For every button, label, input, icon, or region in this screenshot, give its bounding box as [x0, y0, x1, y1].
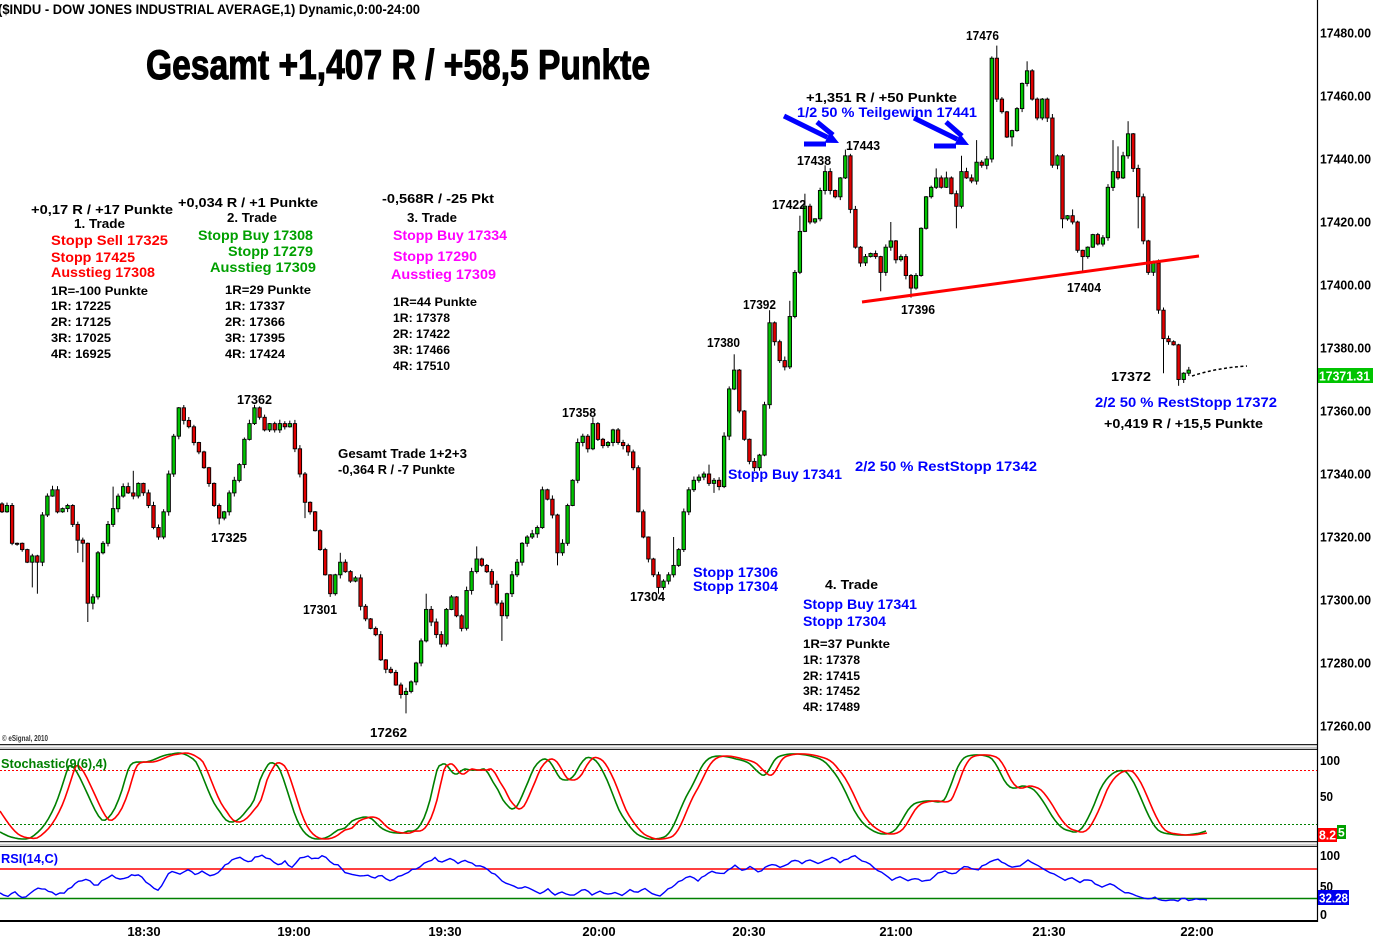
svg-text:Stopp 17304: Stopp 17304 [803, 614, 887, 629]
svg-text:2R: 17125: 2R: 17125 [51, 315, 111, 329]
svg-text:17372: 17372 [1111, 370, 1151, 384]
svg-text:1. Trade: 1. Trade [74, 217, 125, 231]
svg-text:Stopp Buy 17308: Stopp Buy 17308 [198, 228, 314, 243]
svg-text:17304: 17304 [630, 590, 665, 604]
svg-text:3R: 17466: 3R: 17466 [393, 343, 450, 357]
svg-text:17320.00: 17320.00 [1320, 531, 1371, 545]
svg-text:50: 50 [1320, 790, 1333, 804]
svg-text:1R: 17378: 1R: 17378 [803, 653, 860, 667]
svg-text:Stopp Buy 17341: Stopp Buy 17341 [803, 597, 918, 612]
svg-text:17404: 17404 [1067, 281, 1101, 295]
svg-text:1/2 50 % Teilgewinn 17441: 1/2 50 % Teilgewinn 17441 [797, 105, 978, 120]
svg-text:17380: 17380 [707, 336, 740, 350]
svg-text:17396: 17396 [901, 303, 935, 317]
svg-text:+1,351 R / +50 Punkte: +1,351 R / +50 Punkte [806, 90, 957, 105]
svg-text:3R: 17395: 3R: 17395 [225, 331, 285, 345]
svg-text:17325: 17325 [211, 531, 247, 545]
svg-text:($INDU - DOW JONES INDUSTRIAL: ($INDU - DOW JONES INDUSTRIAL AVERAGE,1)… [0, 2, 420, 17]
svg-text:Stopp Sell 17325: Stopp Sell 17325 [51, 233, 169, 248]
svg-text:17358: 17358 [562, 406, 596, 420]
svg-text:Gesamt +1,407 R / +58,5 Punkte: Gesamt +1,407 R / +58,5 Punkte [146, 41, 650, 88]
svg-text:22:00: 22:00 [1180, 924, 1213, 939]
svg-text:Stopp Buy 17334: Stopp Buy 17334 [393, 228, 508, 243]
svg-text:17280.00: 17280.00 [1320, 657, 1371, 671]
svg-text:20:00: 20:00 [582, 924, 615, 939]
svg-text:32.28: 32.28 [1319, 892, 1348, 906]
svg-text:+0,17 R / +17 Punkte: +0,17 R / +17 Punkte [31, 202, 173, 217]
svg-text:17438: 17438 [797, 154, 831, 168]
svg-text:17262: 17262 [370, 726, 407, 740]
svg-text:+0,034 R / +1 Punkte: +0,034 R / +1 Punkte [178, 195, 318, 210]
svg-text:17340.00: 17340.00 [1320, 468, 1371, 482]
svg-text:3R: 17025: 3R: 17025 [51, 331, 111, 345]
svg-text:1R: 17378: 1R: 17378 [393, 311, 450, 325]
svg-text:Stopp 17304: Stopp 17304 [693, 579, 779, 594]
svg-text:20:30: 20:30 [732, 924, 765, 939]
svg-text:4R: 17424: 4R: 17424 [225, 347, 285, 361]
svg-text:1R=29 Punkte: 1R=29 Punkte [225, 283, 311, 297]
svg-text:100: 100 [1320, 849, 1340, 863]
svg-text:1R=37 Punkte: 1R=37 Punkte [803, 637, 890, 651]
svg-text:+0,419 R / +15,5 Punkte: +0,419 R / +15,5 Punkte [1104, 416, 1263, 431]
svg-text:17360.00: 17360.00 [1320, 405, 1371, 419]
svg-text:2R: 17415: 2R: 17415 [803, 669, 860, 683]
svg-text:Stopp 17306: Stopp 17306 [693, 565, 779, 580]
svg-text:21:30: 21:30 [1032, 924, 1065, 939]
svg-text:-0,568R / -25 Pkt: -0,568R / -25 Pkt [382, 191, 495, 206]
svg-text:19:30: 19:30 [428, 924, 461, 939]
svg-text:17476: 17476 [966, 29, 999, 43]
svg-text:Gesamt Trade 1+2+3: Gesamt Trade 1+2+3 [338, 446, 467, 461]
svg-text:2/2 50 % RestStopp 17372: 2/2 50 % RestStopp 17372 [1095, 395, 1277, 410]
svg-text:2. Trade: 2. Trade [227, 211, 277, 225]
svg-text:Stopp Buy 17341: Stopp Buy 17341 [728, 467, 843, 482]
svg-text:8.2: 8.2 [1319, 829, 1336, 843]
svg-text:Ausstieg 17308: Ausstieg 17308 [51, 265, 156, 280]
svg-text:RSI(14,C): RSI(14,C) [1, 851, 58, 866]
svg-text:17440.00: 17440.00 [1320, 153, 1371, 167]
svg-text:2/2 50 % RestStopp 17342: 2/2 50 % RestStopp 17342 [855, 459, 1037, 474]
svg-text:4R: 17510: 4R: 17510 [393, 359, 450, 373]
svg-text:5: 5 [1338, 826, 1345, 840]
svg-text:Stopp 17279: Stopp 17279 [228, 244, 313, 259]
svg-text:Ausstieg 17309: Ausstieg 17309 [391, 267, 496, 282]
svg-text:17480.00: 17480.00 [1320, 27, 1371, 41]
svg-text:Ausstieg 17309: Ausstieg 17309 [210, 260, 316, 275]
svg-text:2R: 17422: 2R: 17422 [393, 327, 450, 341]
svg-text:17260.00: 17260.00 [1320, 720, 1371, 734]
svg-text:19:00: 19:00 [277, 924, 310, 939]
svg-text:4R: 17489: 4R: 17489 [803, 700, 860, 714]
svg-text:-0,364 R / -7 Punkte: -0,364 R / -7 Punkte [338, 462, 455, 477]
svg-text:1R=-100 Punkte: 1R=-100 Punkte [51, 284, 148, 298]
svg-text:17371.31: 17371.31 [1319, 370, 1370, 384]
svg-text:21:00: 21:00 [879, 924, 912, 939]
svg-text:1R=44 Punkte: 1R=44 Punkte [393, 295, 477, 309]
svg-text:17400.00: 17400.00 [1320, 279, 1371, 293]
svg-text:1R: 17337: 1R: 17337 [225, 299, 285, 313]
svg-text:0: 0 [1320, 908, 1327, 922]
svg-text:3R: 17452: 3R: 17452 [803, 684, 860, 698]
svg-text:Stochastic(9(6),4): Stochastic(9(6),4) [1, 756, 107, 771]
svg-text:Stopp 17290: Stopp 17290 [393, 249, 477, 264]
svg-text:1R: 17225: 1R: 17225 [51, 299, 111, 313]
svg-text:17392: 17392 [743, 298, 776, 312]
svg-text:17420.00: 17420.00 [1320, 216, 1371, 230]
svg-text:17422: 17422 [772, 198, 806, 212]
svg-text:17380.00: 17380.00 [1320, 342, 1371, 356]
svg-text:17301: 17301 [303, 603, 337, 617]
svg-text:4R: 16925: 4R: 16925 [51, 347, 111, 361]
svg-text:18:30: 18:30 [127, 924, 160, 939]
svg-text:17443: 17443 [846, 139, 880, 153]
svg-text:17362: 17362 [237, 393, 272, 407]
svg-text:Stopp 17425: Stopp 17425 [51, 250, 136, 265]
svg-text:17460.00: 17460.00 [1320, 90, 1371, 104]
svg-text:100: 100 [1320, 754, 1340, 768]
svg-text:4. Trade: 4. Trade [825, 578, 878, 592]
svg-text:2R: 17366: 2R: 17366 [225, 315, 285, 329]
svg-text:17300.00: 17300.00 [1320, 594, 1371, 608]
svg-text:3. Trade: 3. Trade [407, 211, 457, 225]
svg-text:© eSignal, 2010: © eSignal, 2010 [2, 734, 48, 743]
